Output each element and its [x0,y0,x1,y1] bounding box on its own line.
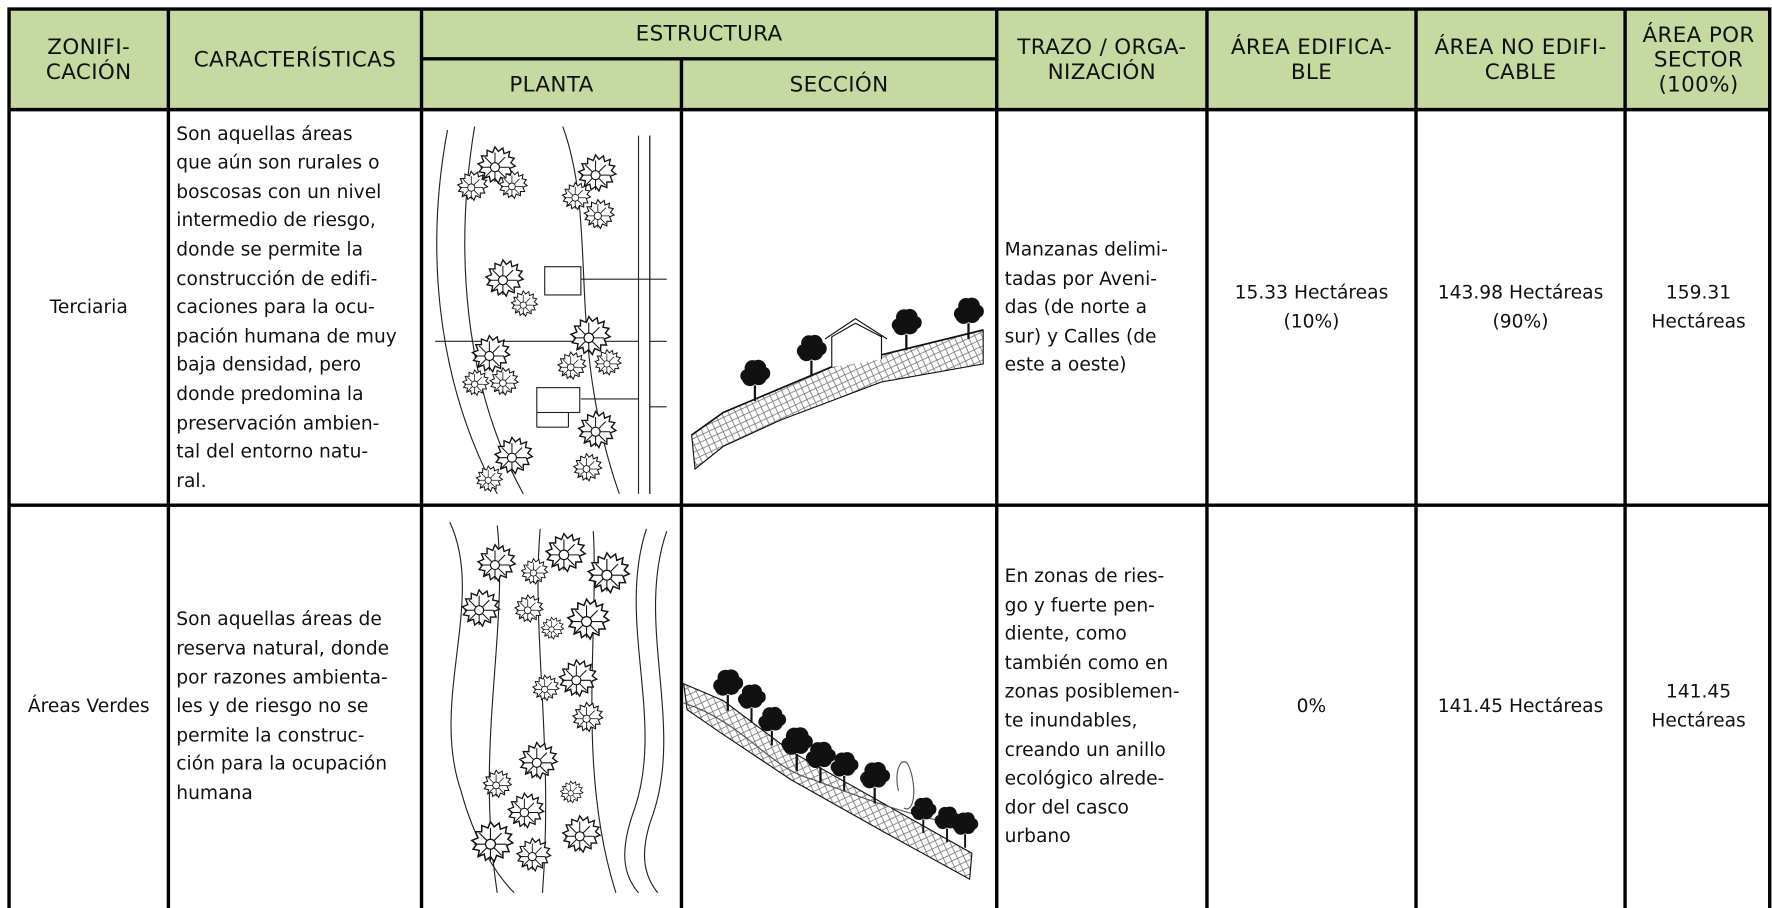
header-cell: ÁREA EDIFICA- BLE [1230,34,1393,85]
sector-area-cell: 141.45 Hectáreas [1651,680,1746,732]
layout-cell: Manzanas delimi- tadas por Aveni- das (d… [1004,238,1168,376]
header-cell: PLANTA [509,71,594,97]
plan-drawing-2 [449,521,668,894]
section-drawing-2 [683,668,980,881]
layout-cell: En zonas de ries- go y fuerte pen- dient… [1004,565,1180,847]
header-cell: ÁREA POR SECTOR (100%) [1642,22,1755,97]
header-cell: ÁREA NO EDIFI- CABLE [1434,34,1607,85]
sector-area-cell: 159.31 Hectáreas [1651,281,1746,333]
non-buildable-cell: 141.45 Hectáreas [1437,695,1604,717]
header-cell: TRAZO / ORGA- NIZACIÓN [1017,34,1187,85]
characteristics-cell: Son aquellas áreas que aún son rurales o… [176,122,397,492]
zone-cell: Terciaria [49,296,128,318]
header-cell: ESTRUCTURA [635,21,783,47]
zone-cell: Áreas Verdes [27,695,150,717]
header-cell: ZONIFI- CACIÓN [45,34,132,85]
buildable-cell: 0% [1296,695,1327,717]
header-cell: CARACTERÍSTICAS [193,46,397,72]
section-drawing-1 [691,296,985,471]
header-cell: SECCIÓN [789,71,889,97]
table-grid [7,7,1772,908]
non-buildable-cell: 143.98 Hectáreas (90%) [1437,281,1604,333]
characteristics-cell: Son aquellas áreas de reserva natural, d… [176,608,390,804]
plan-drawing-1 [435,126,667,495]
buildable-cell: 15.33 Hectáreas (10%) [1234,281,1389,333]
